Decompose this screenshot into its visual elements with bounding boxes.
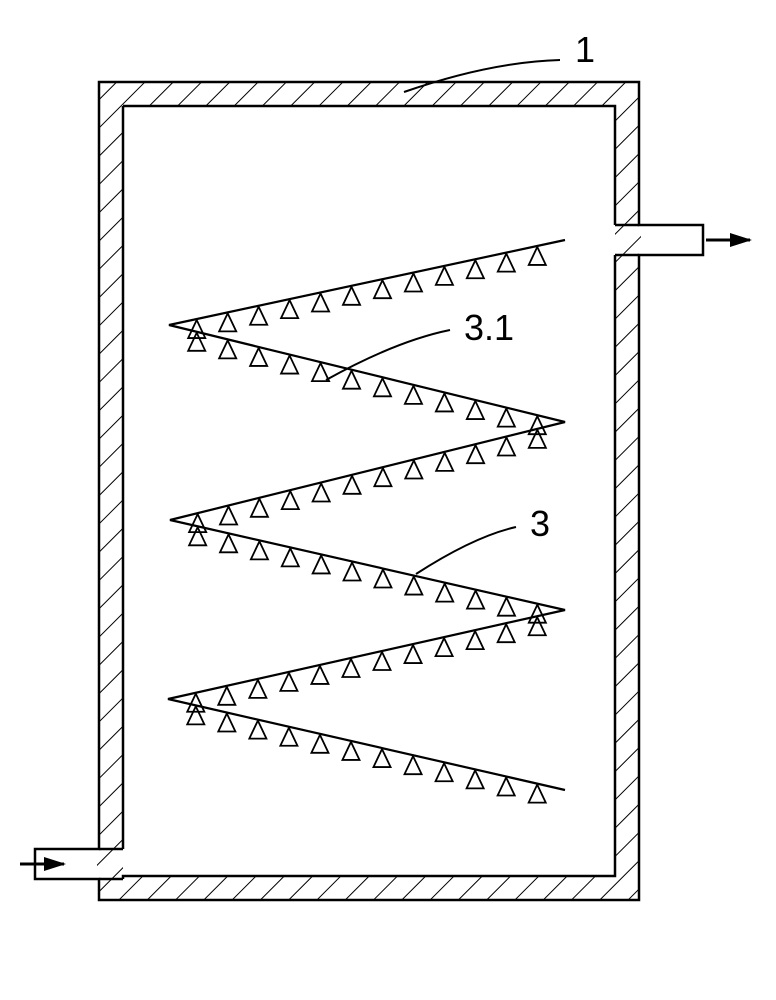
label-3-1: 3.1 bbox=[326, 307, 514, 380]
label-3-text: 3 bbox=[530, 503, 550, 544]
flow-arrow bbox=[20, 857, 66, 871]
flow-arrow bbox=[706, 233, 752, 247]
diagram-canvas: 13.13 bbox=[0, 0, 776, 1000]
vessel-outline bbox=[35, 82, 703, 900]
label-3-1-text: 3.1 bbox=[464, 307, 514, 348]
label-1-text: 1 bbox=[575, 29, 595, 70]
vessel-wall-hatch bbox=[97, 80, 641, 902]
label-3: 3 bbox=[416, 503, 550, 574]
